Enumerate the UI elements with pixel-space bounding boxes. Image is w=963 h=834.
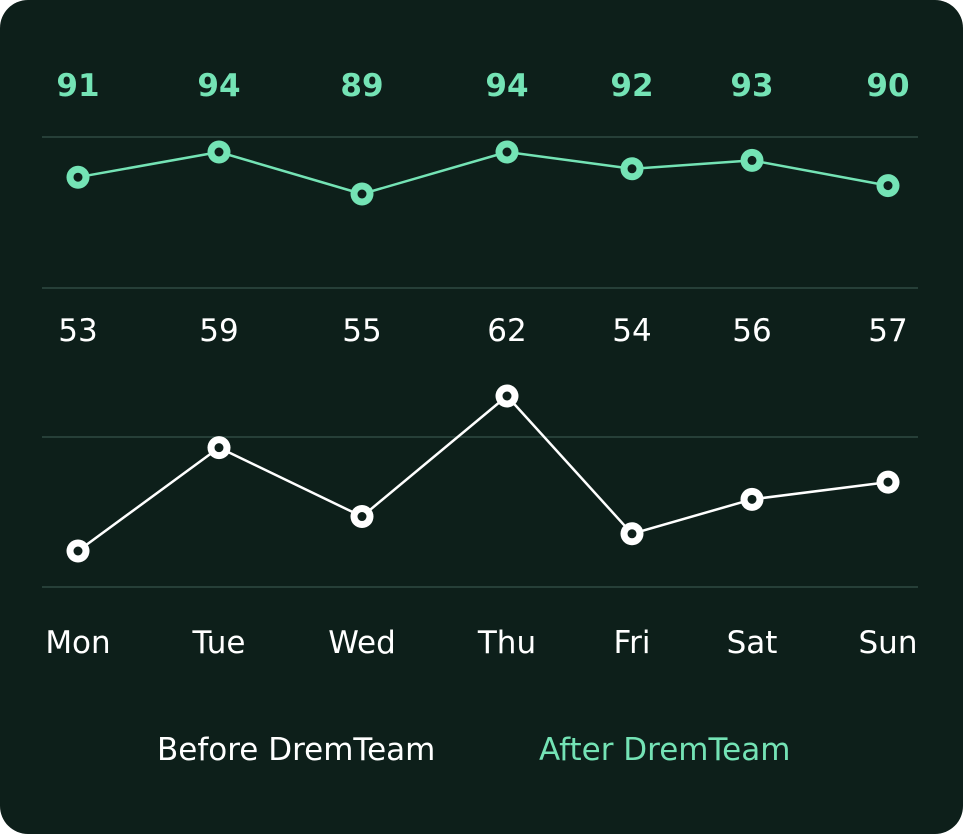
data-point-center-before (883, 477, 893, 487)
legend-after: After DremTeam (539, 732, 791, 768)
data-point-center-after (883, 181, 893, 191)
x-tick-label: Sun (859, 625, 918, 661)
x-tick-label: Mon (45, 625, 110, 661)
x-tick-label: Sat (727, 625, 778, 661)
legend-before: Before DremTeam (157, 732, 436, 768)
x-tick-label: Thu (477, 625, 536, 661)
series-line-after (77, 150, 889, 196)
data-point-center-before (214, 443, 224, 453)
data-point-center-before (73, 546, 83, 556)
x-tick-label: Fri (614, 625, 651, 661)
data-point-center-after (73, 172, 83, 182)
data-point-center-before (627, 529, 637, 539)
data-label-after: 90 (866, 68, 909, 104)
data-point-center-after (214, 147, 224, 157)
x-tick-label: Wed (328, 625, 396, 661)
x-tick-label: Tue (192, 625, 246, 661)
data-label-after: 91 (56, 68, 99, 104)
data-point-center-after (357, 189, 367, 199)
legend: Before DremTeam After DremTeam (0, 732, 963, 776)
data-label-after: 94 (197, 68, 240, 104)
data-point-center-after (747, 155, 757, 165)
data-label-after: 92 (610, 68, 653, 104)
data-point-center-after (502, 147, 512, 157)
data-label-after: 93 (730, 68, 773, 104)
series-line-before (77, 394, 889, 553)
data-label-before: 59 (199, 313, 238, 349)
data-point-center-before (502, 391, 512, 401)
data-label-before: 56 (732, 313, 771, 349)
data-label-before: 57 (868, 313, 907, 349)
data-label-after: 89 (340, 68, 383, 104)
data-label-before: 55 (342, 313, 381, 349)
data-label-after: 94 (485, 68, 528, 104)
data-point-center-before (747, 494, 757, 504)
data-label-before: 54 (612, 313, 651, 349)
data-point-center-after (627, 164, 637, 174)
data-point-center-before (357, 512, 367, 522)
data-label-before: 62 (487, 313, 526, 349)
data-label-before: 53 (58, 313, 97, 349)
